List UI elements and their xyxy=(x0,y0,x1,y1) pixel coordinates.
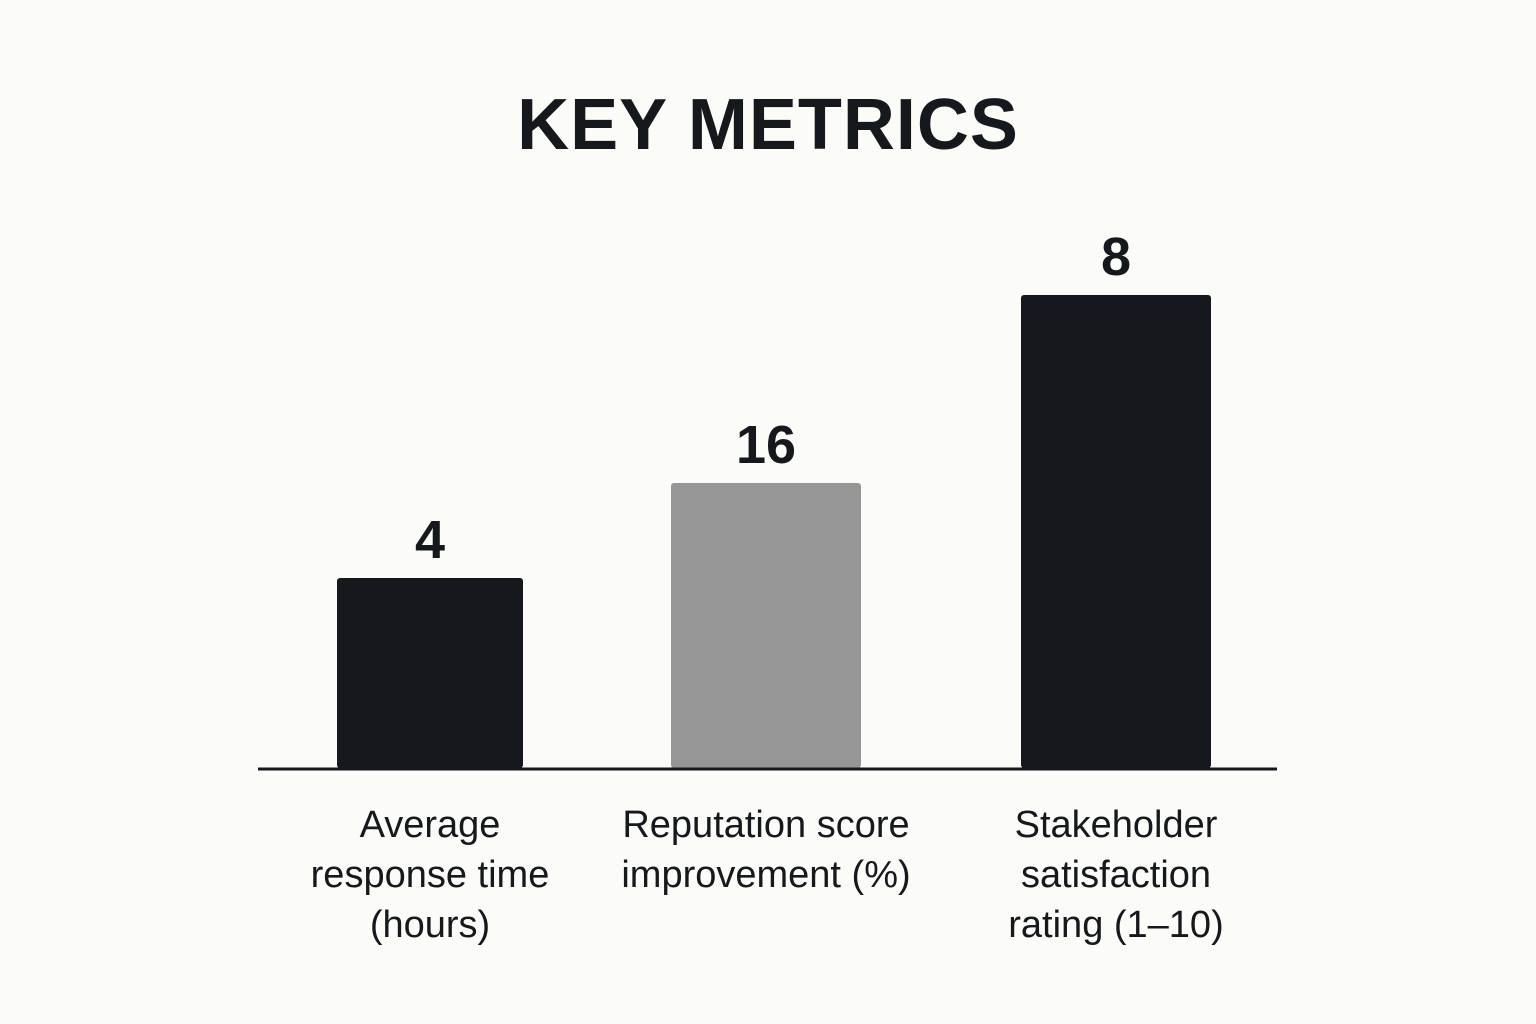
chart-title: KEY METRICS xyxy=(517,85,1019,165)
category-label-3: Stakeholder satisfaction rating (1–10) xyxy=(956,800,1276,950)
category-label-line: (hours) xyxy=(369,904,491,946)
category-label-line: Average xyxy=(359,804,501,846)
bars-group xyxy=(337,295,1211,768)
value-labels-group: 4 16 8 xyxy=(415,227,1131,570)
category-label-1: Average response time (hours) xyxy=(270,800,590,950)
bar-value-label-3: 8 xyxy=(1101,227,1131,287)
bar-value-label-1: 4 xyxy=(415,510,445,570)
bar-value-label-2: 16 xyxy=(736,415,796,475)
category-label-line: improvement (%) xyxy=(621,854,911,896)
bar-1 xyxy=(337,578,523,768)
category-label-line: satisfaction xyxy=(1020,854,1212,896)
category-label-2: Reputation score improvement (%) xyxy=(606,800,926,900)
bar-2 xyxy=(671,483,861,768)
bar-3 xyxy=(1021,295,1211,768)
category-label-line: rating (1–10) xyxy=(1008,904,1224,946)
category-label-line: Reputation score xyxy=(622,804,910,846)
category-label-line: response time xyxy=(310,854,550,896)
category-label-line: Stakeholder xyxy=(1014,804,1218,846)
